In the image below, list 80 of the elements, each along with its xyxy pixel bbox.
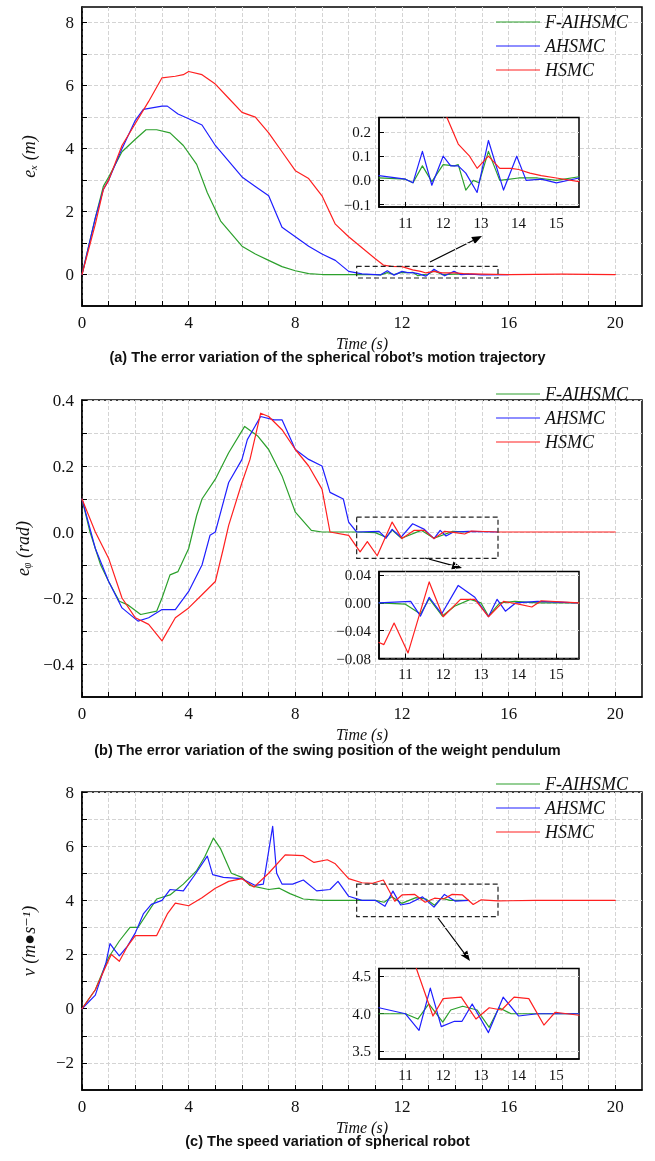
y-tick-label: 0.2 bbox=[352, 124, 371, 141]
legend-label: AHSMC bbox=[544, 408, 607, 428]
x-tick-label: 15 bbox=[548, 214, 564, 231]
legend-label: AHSMC bbox=[544, 36, 607, 56]
legend-label: F-AIHSMC bbox=[544, 12, 629, 32]
y-tick-label: 0 bbox=[65, 999, 74, 1019]
legend-label: HSMC bbox=[544, 432, 596, 452]
legend-label: HSMC bbox=[544, 60, 596, 80]
x-tick-label: 13 bbox=[473, 1066, 489, 1083]
x-tick-label: 16 bbox=[500, 1097, 518, 1116]
y-tick-label: 0.4 bbox=[52, 390, 75, 410]
line-series bbox=[378, 139, 580, 194]
x-tick-label: 20 bbox=[606, 313, 624, 332]
y-tick-label: −0.04 bbox=[336, 622, 372, 639]
x-tick-label: 12 bbox=[393, 313, 411, 332]
y-tick-label: 6 bbox=[65, 836, 74, 856]
y-tick-label: −0.4 bbox=[43, 654, 75, 674]
line-series bbox=[81, 854, 616, 1010]
x-tick-label: 14 bbox=[511, 214, 527, 231]
y-tick-label: 2 bbox=[65, 202, 74, 222]
x-tick-label: 8 bbox=[291, 704, 300, 723]
line-series bbox=[378, 581, 580, 654]
line-series bbox=[415, 967, 580, 1026]
y-tick-label: −0.1 bbox=[343, 196, 371, 213]
y-tick-label: −0.08 bbox=[336, 650, 371, 667]
y-axis-title: v (m●s⁻¹) bbox=[19, 905, 40, 977]
x-tick-label: 16 bbox=[500, 313, 518, 332]
x-tick-label: 15 bbox=[548, 1066, 564, 1083]
x-tick-label: 14 bbox=[511, 1066, 527, 1083]
legend-label: F-AIHSMC bbox=[544, 774, 629, 794]
y-axis-title: eᵩ (rad) bbox=[13, 521, 35, 576]
x-tick-label: 12 bbox=[435, 214, 451, 231]
x-tick-label: 14 bbox=[511, 666, 527, 682]
x-tick-label: 20 bbox=[606, 1097, 624, 1116]
x-tick-label: 11 bbox=[398, 1066, 413, 1083]
y-tick-label: 0.2 bbox=[52, 456, 74, 476]
x-tick-label: 13 bbox=[473, 214, 489, 231]
x-tick-label: 8 bbox=[291, 1097, 300, 1116]
y-tick-label: 4 bbox=[65, 139, 75, 159]
y-tick-label: 0.0 bbox=[52, 522, 74, 542]
y-tick-label: −2 bbox=[55, 1053, 74, 1073]
y-tick-label: 0.0 bbox=[352, 172, 371, 189]
y-tick-label: 3.5 bbox=[352, 1043, 371, 1060]
y-tick-label: 8 bbox=[65, 13, 74, 33]
x-tick-label: 4 bbox=[184, 1097, 194, 1116]
y-tick-label: 4.0 bbox=[352, 1005, 371, 1022]
x-tick-label: 12 bbox=[435, 1066, 451, 1083]
y-tick-label: 6 bbox=[65, 76, 74, 96]
x-tick-label: 0 bbox=[77, 1097, 87, 1116]
y-tick-label: 0 bbox=[65, 265, 74, 285]
x-tick-label: 11 bbox=[398, 214, 413, 231]
x-tick-label: 15 bbox=[548, 666, 564, 682]
x-tick-label: 0 bbox=[77, 704, 87, 723]
x-tick-label: 12 bbox=[435, 666, 451, 682]
x-tick-label: 12 bbox=[393, 704, 411, 723]
x-tick-label: 4 bbox=[184, 313, 194, 332]
y-tick-label: 8 bbox=[65, 782, 74, 802]
y-tick-label: 2 bbox=[65, 945, 74, 965]
x-tick-label: 13 bbox=[473, 666, 489, 682]
line-series bbox=[378, 150, 580, 191]
x-tick-label: 16 bbox=[500, 704, 518, 723]
x-tick-label: 4 bbox=[184, 704, 194, 723]
x-tick-label: 0 bbox=[77, 313, 87, 332]
y-tick-label: 4 bbox=[65, 890, 75, 910]
y-tick-label: 4.5 bbox=[352, 968, 371, 985]
x-tick-label: 20 bbox=[606, 704, 624, 723]
x-tick-label: 12 bbox=[393, 1097, 411, 1116]
line-series bbox=[81, 412, 616, 642]
line-series bbox=[378, 987, 580, 1034]
y-tick-label: 0.04 bbox=[344, 566, 372, 583]
legend-label: HSMC bbox=[544, 822, 596, 842]
y-axis-title: eₓ (m) bbox=[19, 135, 40, 178]
y-tick-label: 0.00 bbox=[344, 594, 371, 611]
legend-label: F-AIHSMC bbox=[544, 384, 629, 404]
y-tick-label: 0.1 bbox=[352, 148, 371, 165]
x-tick-label: 11 bbox=[398, 666, 413, 682]
legend-label: AHSMC bbox=[544, 798, 607, 818]
y-tick-label: −0.2 bbox=[43, 588, 74, 608]
line-series bbox=[446, 116, 580, 183]
x-tick-label: 8 bbox=[291, 313, 300, 332]
